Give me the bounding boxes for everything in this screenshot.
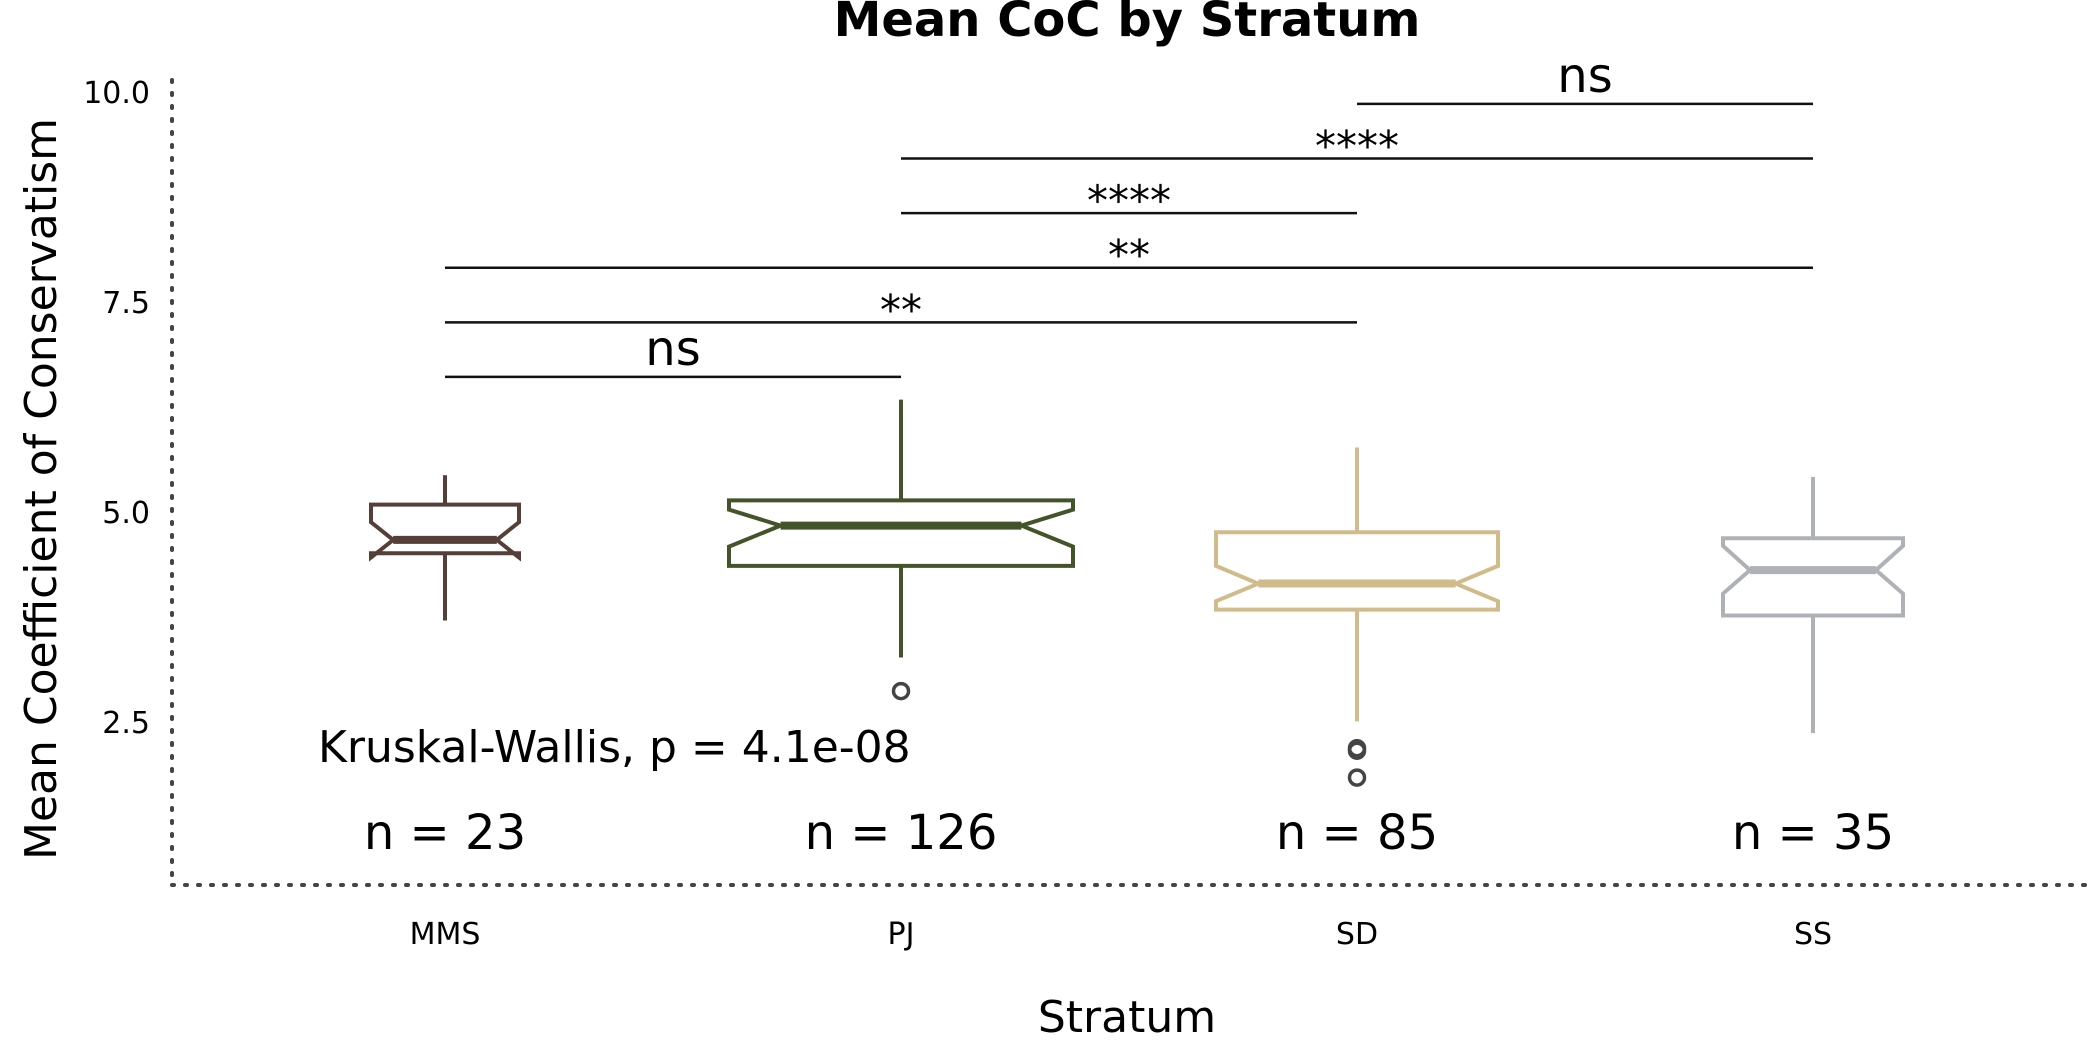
notched-box (727, 498, 1075, 568)
axes: 2.5 5.0 7.5 10.0 MMS PJ SD SS (83, 76, 2094, 952)
box-sd: n = 85 (1214, 447, 1500, 861)
comparison-mms-pj: ns (445, 321, 901, 379)
y-tick-label: 5.0 (102, 496, 150, 531)
significance-label: ** (1108, 231, 1150, 280)
outlier-point (1347, 768, 1367, 787)
comparison-pj-ss: **** (901, 122, 1813, 171)
notched-box (1214, 530, 1500, 612)
sample-size-label: n = 35 (1732, 805, 1894, 861)
x-tick-label: SD (1336, 917, 1378, 952)
box-ss: n = 35 (1721, 476, 1905, 861)
significance-label: ns (645, 321, 700, 377)
outlier-point (1347, 741, 1367, 760)
y-tick-label: 2.5 (102, 706, 150, 741)
significance-label: **** (1315, 122, 1399, 171)
chart-title: Mean CoC by Stratum (834, 0, 1421, 48)
x-axis-label: Stratum (1038, 992, 1216, 1043)
sample-size-label: n = 23 (364, 805, 526, 861)
x-tick-label: PJ (888, 917, 915, 952)
sample-size-label: n = 126 (805, 805, 998, 861)
x-tick-label: SS (1794, 917, 1832, 952)
significance-label: **** (1087, 176, 1171, 225)
x-tick-label: MMS (410, 917, 481, 952)
comparison-mms-sd: ** (445, 285, 1357, 334)
y-tick-label: 10.0 (83, 76, 150, 111)
outlier-point (891, 681, 911, 701)
comparison-brackets: ns************ns (445, 48, 1813, 379)
kruskal-wallis-label: Kruskal-Wallis, p = 4.1e-08 (318, 722, 911, 773)
comparison-sd-ss: ns (1357, 48, 1813, 106)
comparison-pj-sd: **** (901, 176, 1357, 225)
y-tick-label: 7.5 (102, 286, 150, 321)
y-axis-label: Mean Coefficient of Conservatism (16, 118, 67, 860)
box-mms: n = 23 (364, 475, 526, 861)
significance-label: ** (880, 285, 922, 334)
notched-box (369, 502, 521, 562)
notched-box (1721, 536, 1905, 618)
comparison-mms-ss: ** (445, 231, 1813, 280)
significance-label: ns (1557, 48, 1612, 104)
box-series: n = 23 n = 126 n = 85 n = 35 (364, 399, 1905, 861)
box-pj: n = 126 (727, 399, 1075, 861)
sample-size-label: n = 85 (1276, 805, 1438, 861)
